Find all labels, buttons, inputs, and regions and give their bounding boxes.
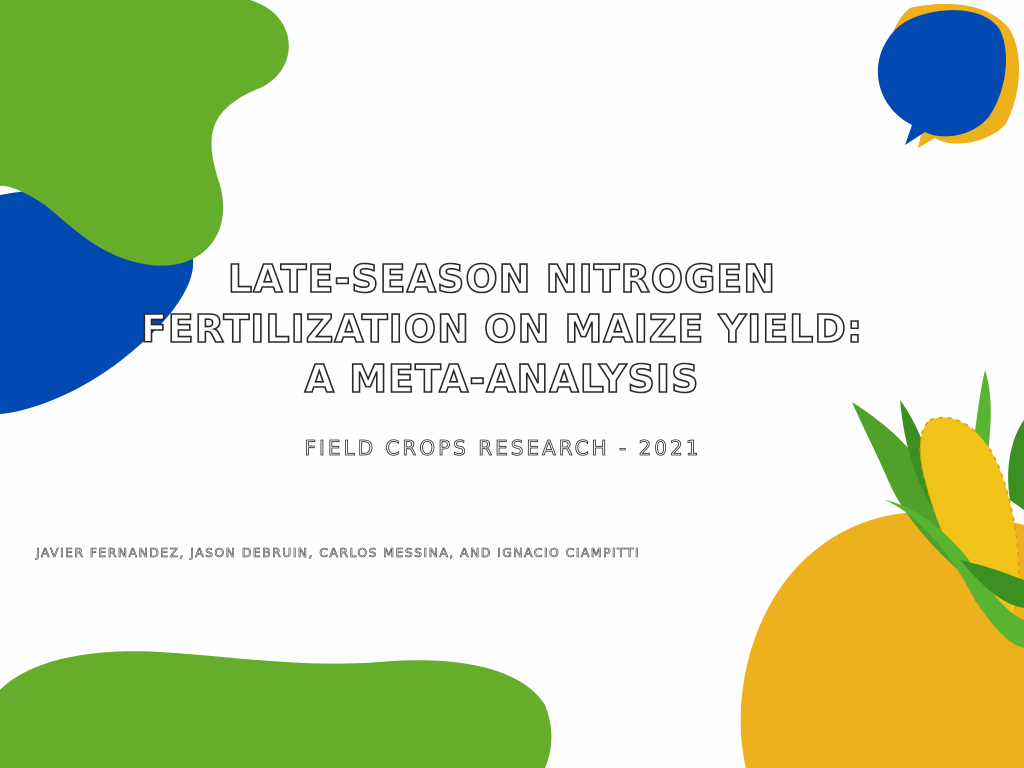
title-line: FERTILIZATION ON MAIZE YIELD: bbox=[140, 306, 864, 352]
green-blob-top-left bbox=[0, 0, 289, 266]
title-line: A META-ANALYSIS bbox=[304, 356, 700, 402]
green-blob-bottom bbox=[0, 651, 552, 768]
page-title: LATE-SEASON NITROGEN FERTILIZATION ON MA… bbox=[0, 254, 1004, 404]
yellow-blob-bottom-right bbox=[740, 511, 1024, 768]
journal-subtitle: FIELD CROPS RESEARCH - 2021 bbox=[304, 436, 702, 461]
corn-cob-icon bbox=[852, 370, 1024, 648]
title-line: LATE-SEASON NITROGEN bbox=[227, 256, 777, 302]
speech-bubble-icon bbox=[877, 3, 1020, 149]
authors-line: JAVIER FERNANDEZ, JASON DEBRUIN, CARLOS … bbox=[36, 545, 640, 561]
